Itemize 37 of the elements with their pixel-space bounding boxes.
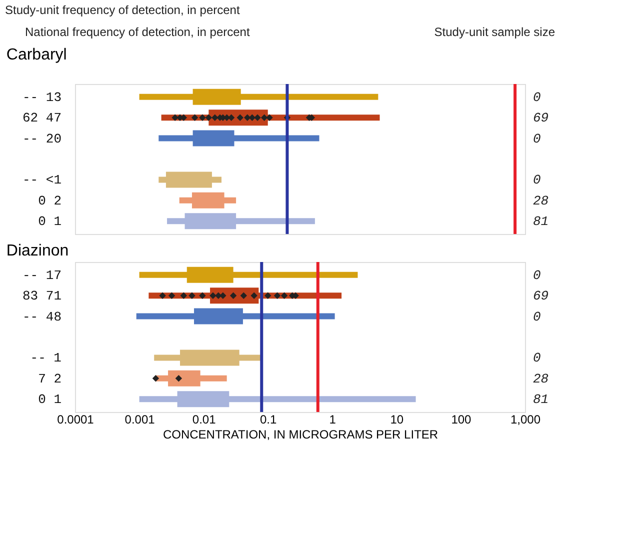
y-tick-label: 83 71 bbox=[22, 288, 62, 304]
x-tick-label: 1 bbox=[329, 412, 336, 426]
text: 0 bbox=[533, 350, 541, 366]
text: 0 bbox=[533, 131, 541, 146]
category-label: 62 47 bbox=[22, 110, 62, 126]
chart-title: Carbaryl bbox=[6, 46, 67, 64]
text: 28 bbox=[533, 193, 549, 208]
x-tick-label: 10 bbox=[390, 412, 404, 426]
y-tick-label: 0 1 bbox=[38, 392, 62, 408]
category-label: -- <1 bbox=[22, 172, 62, 188]
y-tick-label: -- 17 bbox=[22, 268, 62, 283]
category-label: 0 2 bbox=[38, 193, 62, 208]
text: 0 bbox=[533, 90, 541, 105]
text: National frequency of detection, in percent bbox=[25, 25, 250, 39]
chart-title: Diazinon bbox=[6, 242, 69, 260]
text: Study-unit frequency of detection, in percent bbox=[5, 3, 240, 17]
text: 28 bbox=[533, 371, 549, 386]
x-tick-label: 0.0001 bbox=[57, 412, 94, 426]
text: 0 bbox=[533, 309, 541, 324]
text: 0 bbox=[533, 172, 541, 188]
category-label: -- 20 bbox=[22, 131, 62, 146]
text: 81 bbox=[533, 392, 549, 408]
x-tick-label: 0.001 bbox=[124, 412, 156, 426]
text: Study-unit sample size bbox=[434, 25, 556, 39]
text: 0 bbox=[533, 268, 541, 283]
y-tick-label: 7 2 bbox=[38, 371, 62, 386]
x-tick-label: 1,000 bbox=[510, 412, 541, 426]
x-tick-label: 100 bbox=[451, 412, 472, 426]
x-tick-label: 0.01 bbox=[192, 412, 216, 426]
x-axis-title: CONCENTRATION, IN MICROGRAMS PER LITER bbox=[162, 428, 438, 442]
text: 69 bbox=[533, 110, 549, 126]
y-tick-label: -- 48 bbox=[22, 309, 62, 324]
x-tick-label: 0.1 bbox=[260, 412, 278, 426]
text: 81 bbox=[533, 214, 549, 230]
text: 69 bbox=[533, 288, 549, 304]
y-tick-label: -- 1 bbox=[30, 350, 62, 366]
category-label: -- 13 bbox=[22, 90, 62, 105]
